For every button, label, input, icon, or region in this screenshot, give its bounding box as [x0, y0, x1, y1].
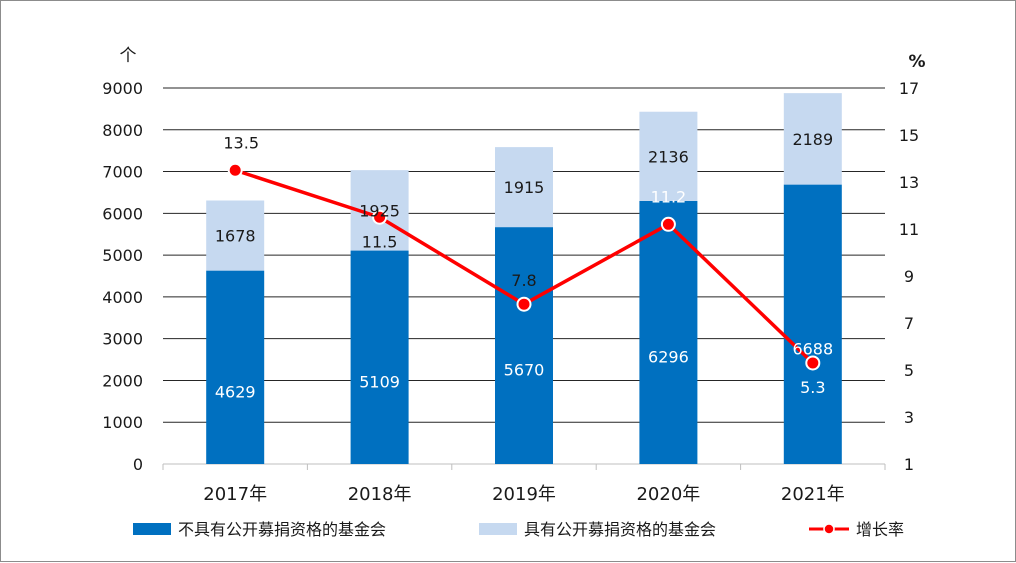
- x-tick-label: 2017年: [203, 484, 267, 505]
- left-tick-label: 6000: [102, 204, 143, 223]
- legend-swatch-series-1: [479, 523, 517, 535]
- right-tick-label: 3: [904, 408, 914, 427]
- bar-series-0: [639, 200, 698, 465]
- growth-rate-marker: [372, 209, 388, 225]
- x-tick-label: 2021年: [781, 484, 845, 505]
- bar-series-0: [783, 184, 842, 465]
- left-tick-label: 0: [133, 455, 143, 474]
- right-tick-label: 5: [904, 361, 914, 380]
- left-tick-label: 7000: [102, 163, 143, 182]
- left-tick-label: 9000: [102, 79, 143, 98]
- bar-series-1: [783, 93, 842, 185]
- left-tick-label: 1000: [102, 413, 143, 432]
- data-labels: 4629 1678 5109 1925 5670 1915 6296 2136 6688 2189…: [215, 130, 833, 401]
- left-tick-label: 5000: [102, 246, 143, 265]
- bar-value-label: 5670: [504, 361, 545, 380]
- right-tick-label: 17: [899, 79, 919, 98]
- right-tick-label: 11: [899, 220, 919, 239]
- growth-rate-line: [227, 162, 821, 371]
- bar-series-1: [495, 147, 553, 228]
- bar-series-0: [495, 227, 553, 464]
- bar-value-label: 6296: [648, 347, 689, 366]
- growth-rate-label: 7.8: [511, 271, 536, 290]
- growth-rate-label: 13.5: [223, 133, 259, 152]
- x-tick-label: 2019年: [492, 484, 556, 505]
- x-tick-label: 2020年: [636, 484, 700, 505]
- growth-rate-marker: [227, 162, 243, 178]
- legend: 不具有公开募捐资格的基金会 具有公开募捐资格的基金会 增长率: [133, 520, 904, 539]
- bar-series-1: [206, 200, 265, 271]
- bars: [206, 93, 842, 465]
- right-tick-label: 9: [904, 267, 914, 286]
- bar-value-label: 4629: [215, 382, 256, 401]
- axes: 个 % 0 1000 2000 3000 4000 5000 6000 7000 8000 900…: [102, 46, 925, 505]
- bar-series-0: [350, 250, 409, 464]
- legend-label-line: 增长率: [856, 520, 904, 539]
- bar-series-0: [206, 270, 265, 464]
- legend-label-series-0: 不具有公开募捐资格的基金会: [178, 520, 386, 539]
- growth-rate-label: 11.2: [651, 187, 687, 206]
- bar-series-1: [639, 111, 698, 201]
- right-tick-label: 7: [904, 314, 914, 333]
- legend-swatch-marker: [823, 523, 835, 535]
- growth-rate-marker: [516, 296, 532, 312]
- left-tick-label: 8000: [102, 121, 143, 140]
- bar-value-label: 1925: [359, 201, 400, 220]
- left-tick-label: 4000: [102, 288, 143, 307]
- right-tick-label: 13: [899, 173, 919, 192]
- right-tick-label: 1: [904, 455, 914, 474]
- bar-value-label: 6688: [792, 339, 833, 358]
- growth-rate-marker: [805, 355, 821, 371]
- x-tick-label: 2018年: [348, 484, 412, 505]
- bar-value-label: 2189: [792, 130, 833, 149]
- right-tick-label: 15: [899, 126, 919, 145]
- bar-value-label: 1915: [504, 178, 545, 197]
- left-axis-unit: 个: [120, 46, 137, 66]
- growth-rate-label: 5.3: [800, 378, 825, 397]
- growth-rate-marker: [660, 216, 676, 232]
- bar-value-label: 2136: [648, 147, 689, 166]
- legend-label-series-1: 具有公开募捐资格的基金会: [524, 520, 716, 539]
- bar-value-label: 5109: [359, 372, 400, 391]
- right-axis-unit: %: [908, 52, 925, 72]
- legend-swatch-series-0: [133, 523, 171, 535]
- left-tick-label: 3000: [102, 330, 143, 349]
- left-tick-label: 2000: [102, 371, 143, 390]
- bar-value-label: 1678: [215, 227, 256, 246]
- growth-rate-label: 11.5: [362, 232, 398, 251]
